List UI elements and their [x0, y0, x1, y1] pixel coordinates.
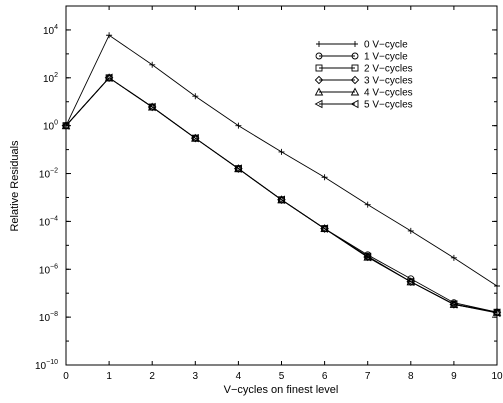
legend-label: 4 V−cycles [364, 88, 413, 99]
x-tick-label: 10 [491, 371, 503, 382]
data-point [61, 121, 71, 130]
x-tick-label: 0 [63, 371, 69, 382]
legend-label: 3 V−cycles [364, 76, 413, 87]
data-point [320, 224, 329, 233]
plot-frame [65, 5, 498, 366]
data-point [147, 102, 156, 112]
series-line [65, 34, 498, 287]
series-2 [62, 74, 501, 316]
legend-label: 5 V−cycles [364, 100, 413, 111]
data-point [235, 122, 242, 129]
x-tick-label: 9 [451, 371, 457, 382]
x-tick-label: 3 [193, 371, 199, 382]
legend-marker [314, 87, 324, 96]
x-tick-label: 8 [408, 371, 414, 382]
legend-item: 1 V−cycle [315, 52, 408, 63]
legend-marker [351, 52, 359, 60]
data-point [104, 73, 113, 83]
y-tick-label: 10−6 [39, 263, 58, 276]
x-tick-label: 6 [322, 371, 328, 382]
y-tick-label: 10−8 [39, 311, 58, 324]
legend-item: 0 V−cycle [316, 40, 408, 51]
data-point [61, 121, 71, 130]
data-point [61, 121, 70, 130]
x-axis-label: V−cycles on finest level [224, 384, 339, 396]
y-tick-label: 100 [43, 120, 58, 133]
data-point [449, 299, 459, 308]
y-axis-label: Relative Residuals [9, 140, 21, 232]
x-tick-label: 1 [106, 371, 112, 382]
data-point [104, 73, 114, 82]
series-0 [63, 32, 500, 289]
series-line [65, 77, 498, 314]
x-tick-label: 7 [365, 371, 371, 382]
legend-item: 3 V−cycles [314, 75, 413, 87]
data-point [104, 73, 114, 83]
data-point [320, 224, 329, 233]
legend-label: 1 V−cycle [364, 52, 408, 63]
data-point [149, 61, 156, 68]
data-point [191, 133, 200, 142]
legend-marker [315, 64, 323, 72]
series-group [61, 32, 502, 318]
data-point [278, 148, 285, 155]
legend-item: 4 V−cycles [314, 87, 413, 99]
x-tick-label: 2 [149, 371, 155, 382]
data-point [406, 277, 415, 287]
legend-item: 5 V−cycles [314, 99, 413, 111]
y-tick-label: 10−4 [39, 215, 58, 228]
data-point [492, 308, 501, 318]
data-point [192, 93, 199, 100]
series-3 [61, 73, 502, 317]
y-tick-label: 10−2 [39, 168, 58, 181]
data-point [494, 282, 500, 289]
legend-marker [351, 64, 359, 72]
series-5 [61, 73, 501, 318]
series-line [65, 77, 498, 313]
data-point [277, 195, 285, 205]
y-tick-label: 10−10 [35, 359, 58, 372]
data-point [234, 164, 243, 173]
legend-label: 0 V−cycle [364, 40, 408, 51]
legend-marker [352, 41, 358, 47]
legend-marker [314, 99, 323, 109]
x-tick-label: 5 [279, 371, 285, 382]
data-point [449, 300, 458, 309]
data-point [321, 174, 328, 181]
legend-marker [350, 99, 359, 109]
legend-marker [350, 75, 360, 85]
data-point [492, 308, 502, 317]
legend-marker [316, 41, 322, 47]
data-point [364, 201, 371, 208]
legend-marker [350, 87, 360, 96]
legend-marker [314, 75, 324, 85]
legend-item: 2 V−cycles [315, 64, 413, 75]
data-point [233, 164, 242, 173]
data-point [147, 102, 157, 111]
data-point [363, 252, 372, 262]
data-point [406, 277, 416, 286]
x-tick-label: 4 [236, 371, 242, 382]
data-point [363, 252, 372, 261]
series-line [65, 77, 498, 313]
legend-label: 2 V−cycles [364, 64, 413, 75]
data-point [190, 133, 199, 143]
data-point [106, 32, 113, 39]
data-point [450, 254, 457, 261]
data-point [407, 227, 414, 234]
x-axis-ticks: 0 1 2 3 4 5 6 7 8 9 10 [63, 6, 503, 382]
series-4 [61, 73, 502, 316]
legend-marker [315, 52, 323, 60]
y-tick-label: 102 [43, 72, 58, 85]
data-point [277, 195, 286, 204]
y-tick-label: 104 [43, 24, 58, 37]
series-line [65, 77, 498, 313]
series-1 [62, 74, 501, 316]
series-line [65, 77, 498, 313]
